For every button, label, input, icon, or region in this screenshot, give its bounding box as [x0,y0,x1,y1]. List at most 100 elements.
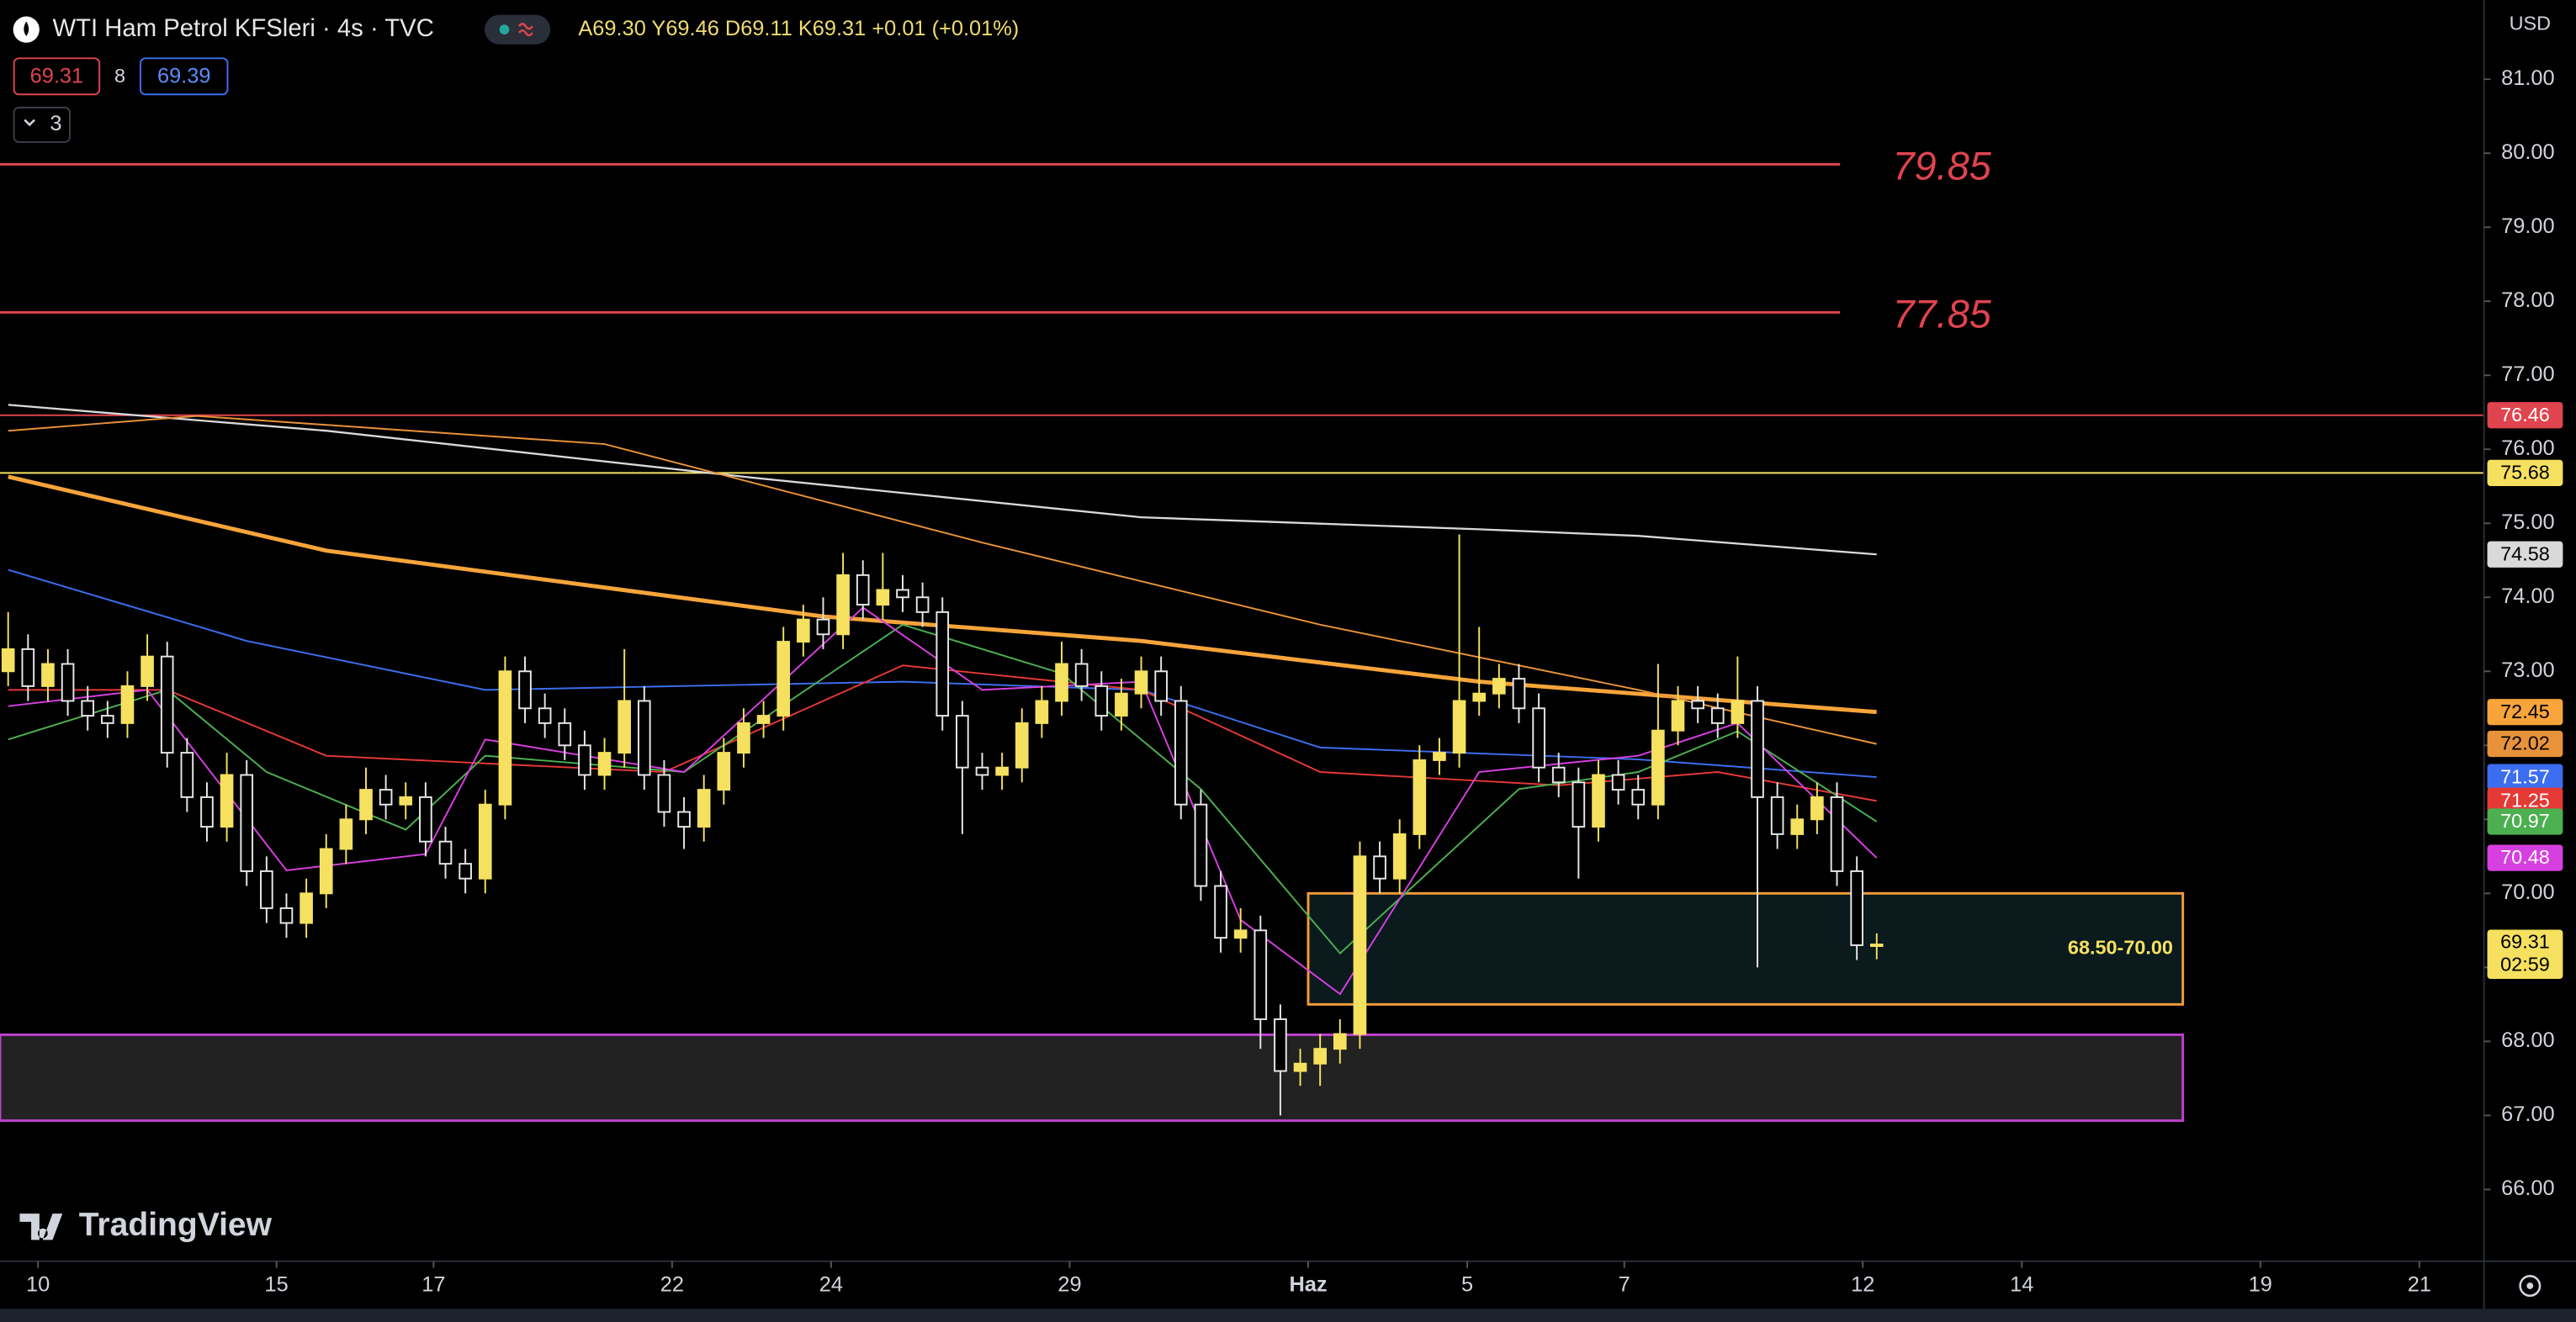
candle-body [717,752,731,791]
ma-badge [2487,787,2563,814]
candle-body [1055,663,1068,702]
candle-body [756,715,771,724]
x-tick-label: 22 [660,1273,684,1297]
candle-body [975,766,989,776]
level-badge-label: 76.46 [2500,404,2550,426]
sell-button[interactable] [13,57,101,96]
x-tick-label: 12 [1851,1273,1874,1297]
zone [0,1033,2185,1122]
candle-body [1532,707,1545,769]
moving-average [8,474,1877,715]
candle-body [498,670,512,806]
buy-button[interactable] [139,57,229,96]
x-tick-label: 21 [2408,1273,2431,1297]
price-badge-label: 69.31 [2500,930,2550,952]
candle-body [1492,678,1506,695]
y-tick-label: 81.00 [2501,66,2555,90]
candle-body [1651,729,1665,806]
buy-price[interactable]: 69.39 [157,64,211,87]
price-badge [2487,929,2563,980]
zone [1307,891,2185,1006]
candle-body [180,752,194,798]
candle-body [1452,700,1466,754]
candle-body [995,766,1009,776]
candle-body [1572,781,1586,828]
y-tick-label: 67.00 [2501,1103,2555,1126]
candle-body [41,663,55,687]
candle-body [816,618,830,636]
chart-title[interactable]: WTI Ham Petrol KFSleri · 4s · TVC [52,14,433,42]
candle-body [1035,700,1049,724]
candle-body [1671,700,1685,732]
candle-body [1,648,15,673]
x-tick-label: 17 [421,1273,445,1297]
y-tick-label: 66.00 [2501,1177,2555,1200]
candle-body [1174,700,1188,806]
candle-body [220,774,234,828]
zone-label: 68.50-70.00 [2068,937,2173,959]
candle-body [1254,929,1268,1020]
candle-body [61,663,75,702]
candle-body [637,700,651,776]
candle-body [1830,796,1844,872]
ohlc-legend: A69.30 Y69.46 D69.11 K69.31 +0.01 (+0.01… [578,17,1019,40]
candle-body [518,670,532,710]
candle-body [697,789,711,828]
candle-body [578,744,591,776]
candle-body [597,752,612,776]
candle-body [1433,752,1446,761]
candle-body [1194,803,1208,887]
candle-body [617,700,631,754]
candle-body [458,863,472,880]
currency[interactable]: USD [2510,12,2551,34]
candle-body [737,722,750,754]
candle-body [896,589,909,599]
ma-badge-label: 72.45 [2500,701,2550,722]
candle-body [339,818,353,850]
candle-body [399,796,413,806]
candle-body [1274,1018,1287,1072]
symbol-icon-drop [24,21,29,36]
candle-body [1751,700,1764,798]
candle-body [379,789,393,806]
x-tick-label: 15 [265,1273,289,1297]
y-tick-label: 75.00 [2501,510,2555,534]
candle-body [1134,670,1148,695]
candle-body [81,700,95,717]
sell-price[interactable]: 69.31 [30,64,84,87]
ma-badge-label: 71.25 [2500,789,2550,811]
plot-area: 68.50-70.00 79.85 77.85 [0,145,2484,1122]
candle-body [558,722,572,747]
indicators-toggle[interactable] [13,106,71,143]
logo-text[interactable]: TradingView [79,1207,273,1243]
candle-body [160,655,174,754]
status-pill[interactable] [485,14,551,45]
candle-body [956,715,969,769]
candle-body [836,574,850,636]
y-tick-label: 77.00 [2501,362,2555,386]
candle-body [1074,663,1089,687]
ma-badge [2487,699,2563,726]
candle-body [1691,700,1704,710]
price-axis [2483,0,2576,1322]
candle-body [1710,707,1725,724]
y-tick-label: 70.00 [2501,880,2555,904]
x-tick-label: 10 [26,1273,50,1297]
status-icon [518,23,533,37]
candle-body [915,596,930,613]
ma-badge-label: 74.58 [2500,542,2550,564]
candle-body [1850,870,1863,946]
candle-body [856,574,870,606]
ma-badge [2487,844,2563,871]
ma-badge [2487,730,2563,758]
level-badge-label: 75.68 [2500,462,2550,484]
ma-badge-label: 70.48 [2500,846,2550,868]
candle-body [101,715,114,724]
settings-icon[interactable] [2519,1275,2542,1298]
indicator-count: 3 [50,112,61,135]
candle-body [1392,833,1407,880]
level-label: 77.85 [1893,293,1992,336]
candle-body [1214,885,1227,939]
y-tick-label: 73.00 [2501,658,2555,682]
